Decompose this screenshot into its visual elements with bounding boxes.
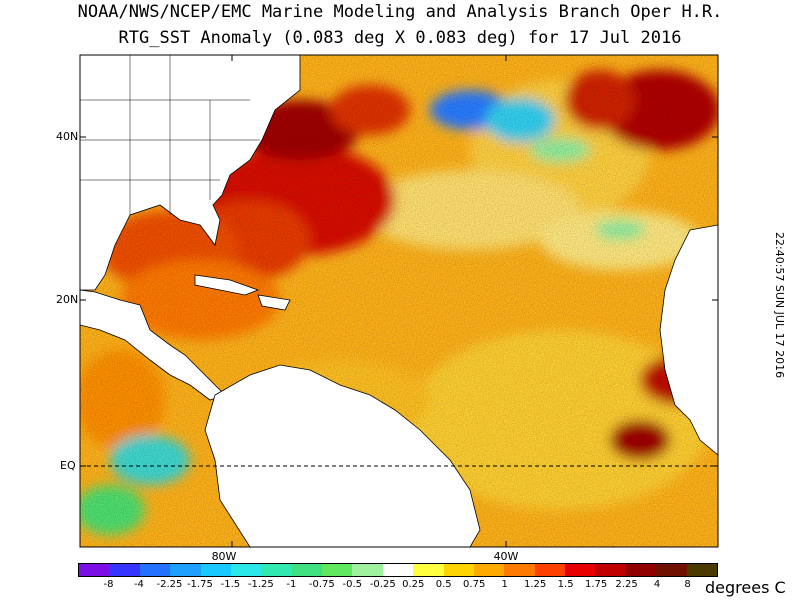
legend-swatch: [352, 564, 383, 576]
units-label: degrees C: [705, 578, 786, 597]
legend-swatch: [79, 564, 110, 576]
legend-tick-label: -1.5: [220, 579, 241, 590]
legend-swatch: [109, 564, 140, 576]
legend-tick-label: 1.5: [557, 579, 574, 590]
legend-swatch: [565, 564, 596, 576]
legend-swatch: [504, 564, 535, 576]
legend-tick-label: 0.5: [435, 579, 452, 590]
legend-swatch: [413, 564, 444, 576]
legend-swatch: [625, 564, 657, 576]
title-line-1: NOAA/NWS/NCEP/EMC Marine Modeling and An…: [77, 2, 723, 22]
legend-swatch: [656, 564, 687, 576]
legend-swatch: [261, 564, 292, 576]
legend-tick-label: 8: [684, 579, 691, 590]
map-frame: [79, 54, 719, 548]
legend-tick-label: -1: [286, 579, 297, 590]
legend-swatch: [170, 564, 201, 576]
legend-tick-label: -0.5: [342, 579, 363, 590]
cuba-island: [194, 274, 260, 296]
legend-tick-label: -1.75: [186, 579, 213, 590]
color-legend-bar: [78, 563, 718, 577]
legend-tick-label: 1: [501, 579, 508, 590]
legend-tick-label: 4: [653, 579, 661, 590]
lat-label-20n: 20N: [56, 293, 79, 306]
legend-swatch: [382, 564, 414, 576]
legend-tick-label: 0.25: [402, 579, 425, 590]
south-america-land: [204, 364, 481, 547]
legend-tick-label: -0.25: [369, 579, 396, 590]
legend-swatch: [322, 564, 353, 576]
lon-label-80w: 80W: [211, 550, 237, 563]
legend-tick-label: 2.25: [615, 579, 638, 590]
central-america-land: [80, 289, 226, 401]
timestamp-label: 22:40:57 SUN JUL 17 2016: [773, 232, 786, 379]
legend-swatch: [139, 564, 171, 576]
legend-swatch: [686, 564, 717, 576]
lat-label-eq: EQ: [60, 459, 76, 472]
legend-swatch: [443, 564, 474, 576]
title-line-2: RTG_SST Anomaly (0.083 deg X 0.083 deg) …: [118, 28, 682, 48]
legend-tick-label: -8: [103, 579, 114, 590]
legend-tick-label: 0.75: [463, 579, 486, 590]
north-america-land: [80, 55, 301, 291]
west-africa-land: [659, 224, 718, 456]
state-borders: [80, 55, 260, 215]
legend-swatch: [200, 564, 231, 576]
legend-tick-label: 1.25: [524, 579, 547, 590]
legend-swatch: [473, 564, 505, 576]
hispaniola-island: [257, 294, 291, 311]
legend-tick-label: -4: [133, 579, 144, 590]
legend-tick-label: -2.25: [156, 579, 183, 590]
land-masses: [80, 55, 718, 547]
legend-tick-label: -0.75: [308, 579, 335, 590]
legend-tick-label: -1.25: [247, 579, 274, 590]
legend-swatch: [595, 564, 626, 576]
lat-label-40n: 40N: [56, 130, 79, 143]
lon-label-40w: 40W: [493, 550, 519, 563]
legend-swatch: [291, 564, 322, 576]
legend-swatch: [534, 564, 565, 576]
legend-swatch: [230, 564, 262, 576]
legend-tick-label: 1.75: [584, 579, 608, 590]
axis-ticks: [80, 55, 718, 547]
